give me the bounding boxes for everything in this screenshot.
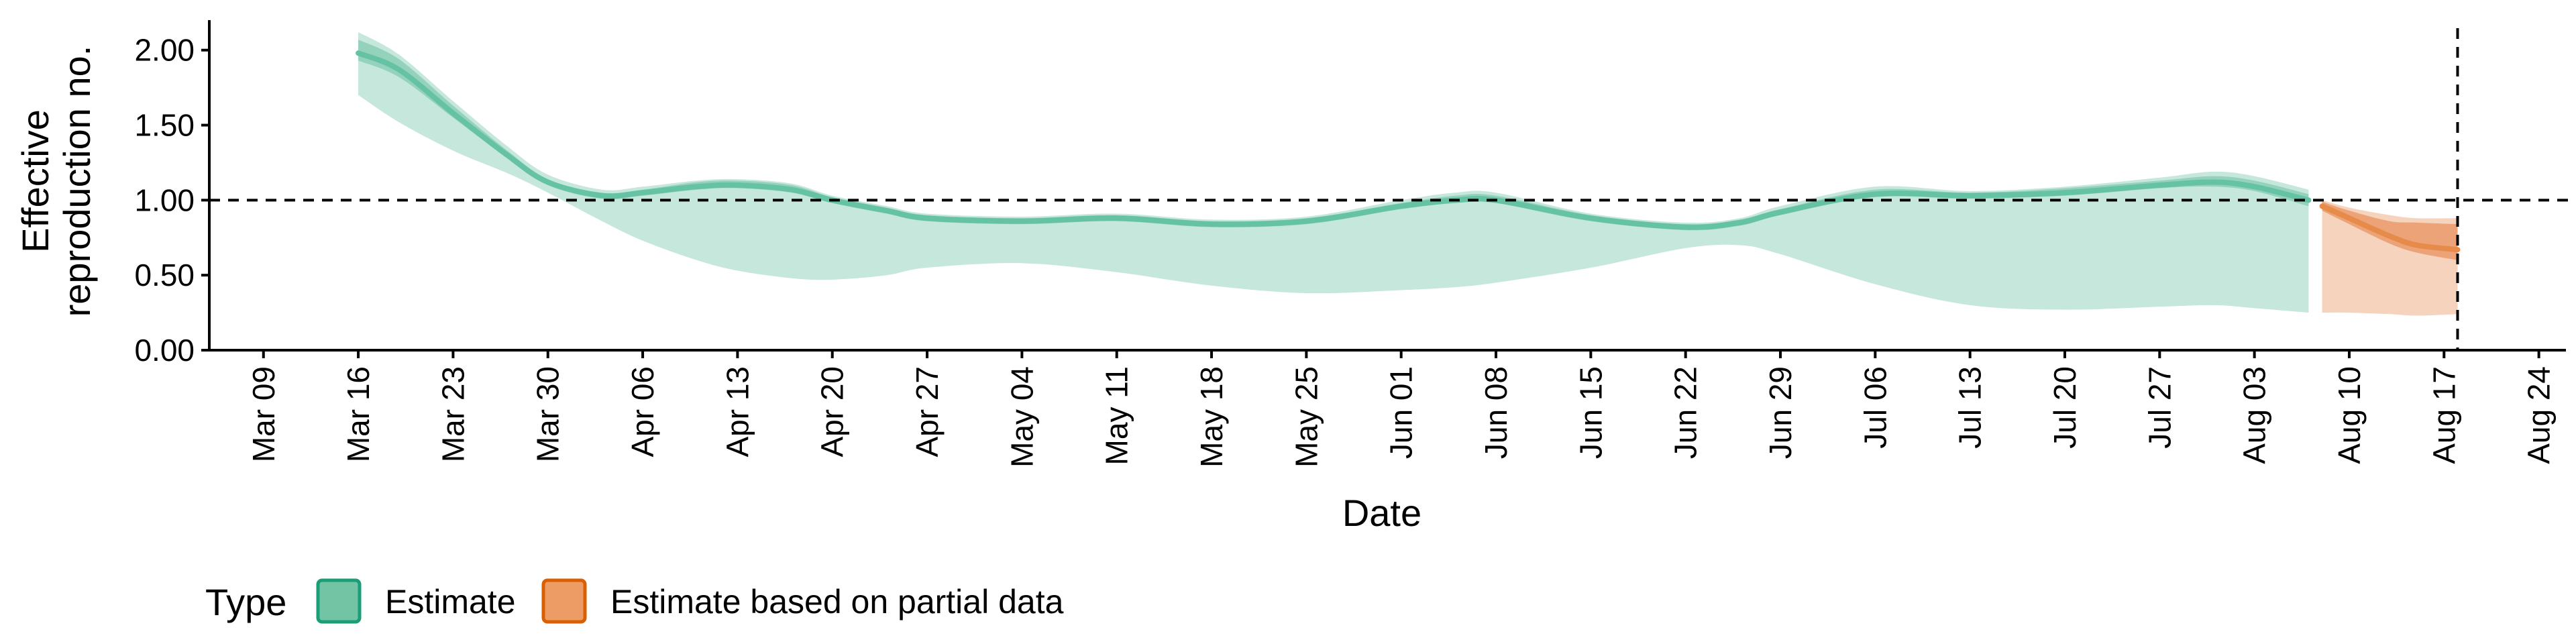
x-tick-label: Jun 01 [1384,366,1419,459]
x-tick-label: Mar 16 [341,366,376,462]
x-tick-label: Jul 13 [1953,366,1988,449]
x-tick-label: Apr 06 [625,366,660,458]
x-tick-label: Apr 27 [910,366,945,458]
x-axis-ticks: Mar 09 Mar 16 Mar 23 Mar 30 Apr 06 Apr 13 Apr … [246,350,2557,468]
x-tick-label: Apr 20 [815,366,850,458]
x-tick-label: May 11 [1099,366,1134,465]
y-tick-label: 2.00 [134,33,195,68]
legend-label-estimate: Estimate [385,583,516,621]
y-axis-ticks: 0.00 0.50 1.00 1.50 2.00 [134,33,209,368]
y-axis-title-line-2: reproduction no. [56,46,98,317]
legend-swatch-partial [541,578,587,624]
x-tick-label: May 25 [1289,366,1324,468]
x-tick-label: Jun 22 [1668,366,1703,459]
legend: Type Estimate Estimate based on partial … [205,578,1064,624]
ribbons-layer [356,32,2461,316]
x-tick-label: Aug 24 [2522,366,2557,464]
y-tick-label: 1.50 [134,108,195,143]
axes [208,20,2566,352]
x-tick-label: Aug 17 [2426,366,2461,464]
x-tick-label: Mar 30 [531,366,566,462]
x-tick-label: Jun 15 [1573,366,1608,459]
median-line-estimate [356,50,2312,230]
legend-label-partial: Estimate based on partial data [610,583,1064,621]
legend-swatch-estimate [316,578,362,624]
y-tick-label: 0.00 [134,333,195,368]
x-axis-title: Date [1342,492,1421,534]
x-tick-label: Jun 08 [1479,366,1513,459]
x-tick-label: Apr 13 [720,366,755,458]
median-line-partial [2319,203,2461,253]
x-tick-label: Aug 10 [2332,366,2367,464]
x-tick-label: Mar 09 [246,366,281,462]
y-axis-title-line-1: Effective [14,109,56,253]
reference-lines [209,28,2571,350]
y-tick-label: 1.00 [134,182,195,217]
x-tick-label: Jul 06 [1858,366,1892,449]
x-tick-label: Jul 27 [2142,366,2177,449]
x-tick-label: Aug 03 [2237,366,2272,464]
legend-title: Type [205,581,286,623]
x-tick-label: Jun 29 [1763,366,1798,459]
ribbon-outer-estimate [358,32,2309,313]
y-tick-label: 0.50 [134,258,195,292]
x-tick-label: May 18 [1194,366,1229,468]
x-tick-label: Jul 20 [2047,366,2082,449]
x-tick-label: Mar 23 [435,366,470,462]
y-axis-title: Effective reproduction no. [14,46,98,317]
x-tick-label: May 04 [1004,366,1039,468]
